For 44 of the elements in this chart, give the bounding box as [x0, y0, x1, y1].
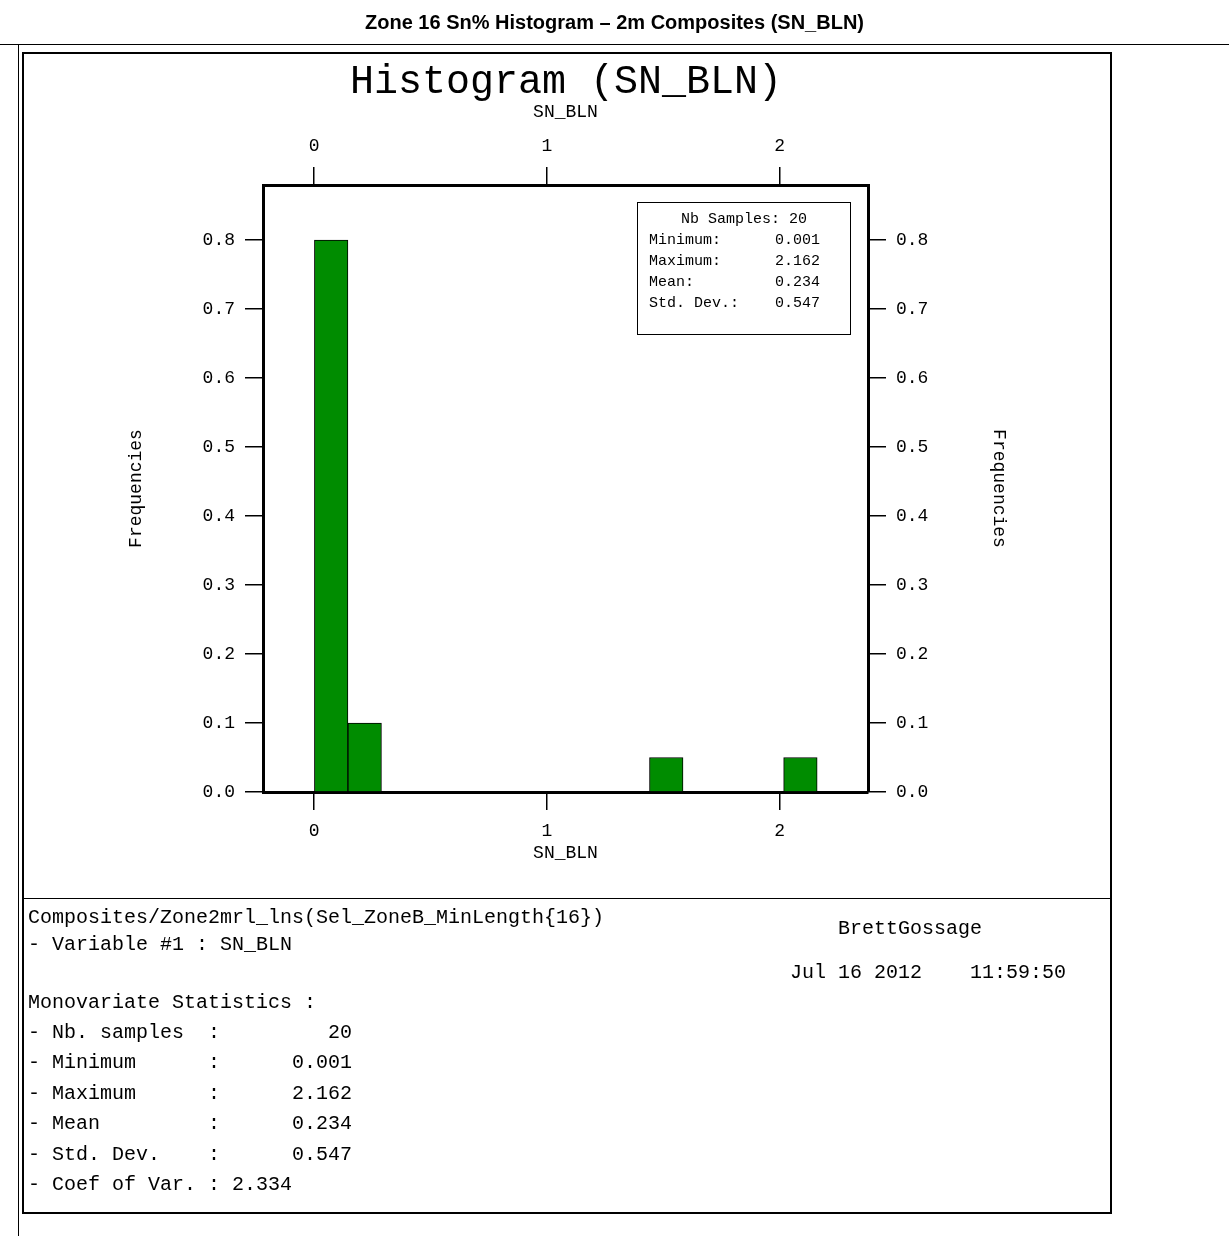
text: - Minimum : 0.001 [28, 1051, 353, 1074]
text: - Mean : 0.234 [28, 1112, 353, 1135]
text: Composites/Zone2mrl_lns(Sel_ZoneB_MinLength{16}) [28, 906, 605, 929]
y-tick-label: 0.8 [202, 229, 235, 250]
y2-tick-label: 0.0 [896, 781, 929, 802]
text: Jul 16 2012 11:59:50 [790, 961, 1067, 984]
annotation: Minimum: 0.001 [648, 231, 822, 251]
text: Monovariate Statistics : [28, 991, 317, 1014]
y-tick-label: 0.3 [202, 574, 235, 595]
y2-tick-label: 0.5 [896, 436, 929, 457]
y-tick-label: 0.7 [202, 298, 235, 319]
y2-tick-label: 0.6 [896, 367, 929, 388]
x2-tick-label: 1 [541, 820, 553, 841]
text: - Std. Dev. : 0.547 [28, 1143, 353, 1166]
y2-tick-label: 0.4 [896, 505, 929, 526]
y2-tick-label: 0.7 [896, 298, 929, 319]
y2-tick-label: 0.2 [896, 643, 929, 664]
annotation: Nb Samples: 20 [680, 210, 808, 230]
text: - Coef of Var. : 2.334 [28, 1173, 293, 1196]
y2-tick-label: 0.3 [896, 574, 929, 595]
text: - Maximum : 2.162 [28, 1082, 353, 1105]
y2-tick-label: 0.1 [896, 712, 929, 733]
x2-tick-label: 2 [774, 820, 785, 841]
y-tick-label: 0.2 [202, 643, 235, 664]
text: - Variable #1 : SN_BLN [28, 933, 293, 956]
annotation: Maximum: 2.162 [648, 252, 822, 272]
y-tick-label: 0.5 [202, 436, 235, 457]
y-axis-title: Frequencies [125, 429, 146, 548]
y-tick-label: 0.0 [202, 781, 235, 802]
x-tick-label: 1 [541, 135, 553, 156]
y2-axis-title: Frequencies [989, 429, 1010, 548]
text: - Nb. samples : 20 [28, 1021, 353, 1044]
annotation: Mean: 0.234 [648, 273, 822, 293]
text: BrettGossage [838, 917, 983, 940]
chart-title: Zone 16 Sn% Histogram – 2m Composites (SN_BLN) [0, 0, 1229, 45]
x-tick-label: 2 [774, 135, 785, 156]
y2-tick-label: 0.8 [896, 229, 929, 250]
x2-tick-label: 0 [308, 820, 320, 841]
y-tick-label: 0.4 [202, 505, 235, 526]
y-tick-label: 0.6 [202, 367, 235, 388]
x-tick-label: 0 [308, 135, 320, 156]
x-axis-title: SN_BLN [533, 842, 598, 863]
y-tick-label: 0.1 [202, 712, 235, 733]
annotation: Std. Dev.: 0.547 [648, 294, 822, 314]
